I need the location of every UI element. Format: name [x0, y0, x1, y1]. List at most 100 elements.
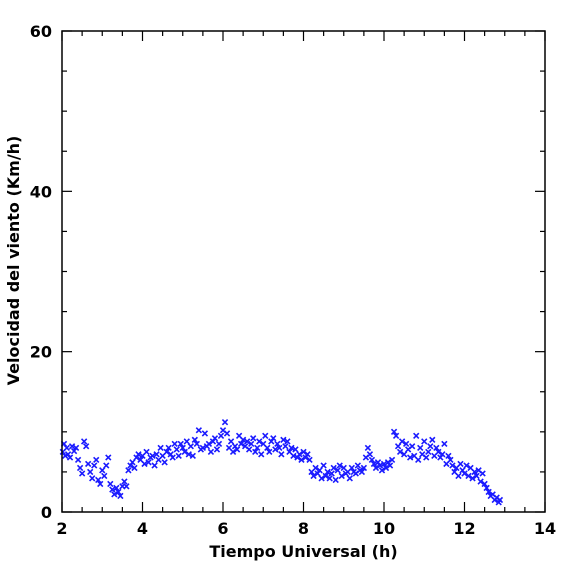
data-point-marker: [400, 451, 408, 458]
plot-frame: [61, 30, 546, 513]
data-point-marker: [459, 467, 466, 474]
data-point-marker: [288, 444, 295, 452]
data-point-marker: [125, 467, 132, 474]
data-point-marker: [483, 484, 490, 492]
data-point-marker: [324, 468, 331, 476]
data-point-marker: [290, 452, 297, 460]
x-tick-label: 14: [534, 519, 556, 538]
data-point-marker: [193, 440, 201, 448]
data-point-marker: [64, 451, 72, 458]
data-point-marker: [227, 438, 235, 445]
x-axis-title: Tiempo Universal (h): [209, 542, 397, 561]
data-point-marker: [191, 436, 198, 444]
data-point-marker: [384, 459, 392, 466]
data-point-marker: [165, 444, 172, 452]
data-point-marker: [465, 472, 472, 480]
y-tick-label: 0: [41, 503, 52, 522]
tick-labels: 2 4 6 8 10 12 14 0 20 40 60: [30, 22, 556, 538]
data-point-marker: [429, 436, 436, 444]
data-point-marker: [496, 496, 504, 504]
data-point-marker: [95, 476, 102, 484]
data-point-marker: [99, 467, 106, 474]
data-point-marker: [338, 472, 345, 480]
data-point-marker: [382, 464, 390, 472]
y-tick-label: 40: [30, 182, 52, 201]
data-point-marker: [127, 462, 134, 469]
data-point-marker: [179, 444, 186, 452]
data-point-marker: [346, 475, 353, 482]
axis-ticks: [61, 30, 546, 513]
data-point-marker: [376, 462, 384, 469]
data-point-marker: [173, 446, 180, 453]
data-point-marker: [243, 438, 251, 445]
x-tick-label: 12: [453, 519, 475, 538]
data-point-marker: [409, 443, 416, 450]
data-point-marker: [209, 438, 217, 445]
data-point-marker: [133, 454, 140, 461]
data-point-marker: [322, 472, 329, 480]
data-point-marker: [471, 468, 478, 476]
data-point-marker: [413, 432, 420, 440]
data-point-marker: [151, 462, 158, 469]
data-point-marker: [258, 451, 265, 458]
data-point-marker: [129, 459, 136, 466]
data-point-marker: [93, 456, 100, 464]
data-point-marker: [332, 476, 339, 484]
data-point-marker: [87, 468, 94, 476]
data-point-marker: [302, 454, 309, 461]
data-point-marker: [97, 480, 104, 488]
data-point-marker: [270, 435, 277, 442]
data-point-marker: [427, 443, 434, 450]
x-tick-label: 10: [373, 519, 395, 538]
data-point-marker: [435, 448, 442, 456]
data-point-marker: [248, 440, 255, 448]
data-point-marker: [386, 462, 394, 469]
data-point-marker: [211, 435, 219, 442]
data-point-marker: [461, 470, 468, 477]
data-point-marker: [109, 486, 116, 493]
data-point-marker: [123, 483, 130, 490]
data-point-marker: [310, 472, 317, 480]
data-point-marker: [135, 451, 142, 458]
data-point-marker: [262, 432, 269, 440]
data-point-marker: [115, 488, 122, 496]
data-point-marker: [479, 470, 486, 477]
data-point-marker: [76, 464, 84, 472]
data-point-marker: [336, 462, 343, 469]
data-point-marker: [415, 456, 422, 464]
data-point-marker: [360, 464, 368, 472]
data-point-marker: [82, 443, 90, 450]
data-point-marker: [74, 456, 82, 464]
data-point-marker: [141, 460, 148, 468]
data-point-marker: [292, 446, 299, 453]
data-point-marker: [394, 443, 402, 450]
data-point-marker: [177, 440, 184, 448]
data-point-marker: [237, 440, 245, 448]
data-point-marker: [477, 478, 484, 485]
data-point-marker: [294, 454, 301, 461]
data-point-marker: [276, 444, 283, 452]
data-point-marker: [330, 464, 337, 472]
data-point-marker: [239, 436, 247, 444]
data-point-marker: [78, 470, 86, 477]
data-point-marker: [223, 430, 231, 437]
data-point-marker: [300, 448, 307, 456]
y-axis-title: Velocidad del viento (Km/h): [4, 136, 23, 386]
data-point-marker: [406, 454, 414, 461]
data-point-marker: [390, 428, 398, 435]
data-point-marker: [320, 462, 327, 469]
data-point-marker: [314, 470, 321, 477]
data-point-marker: [278, 451, 285, 458]
data-point-marker: [366, 451, 374, 458]
data-point-marker: [187, 443, 194, 450]
data-point-marker: [189, 452, 196, 460]
data-point-marker: [145, 459, 152, 466]
data-point-marker: [199, 444, 207, 452]
data-point-marker: [449, 462, 456, 469]
data-point-marker: [103, 462, 110, 469]
data-point-marker: [63, 444, 70, 452]
data-point-marker: [205, 440, 213, 448]
x-tick-label: 8: [298, 519, 309, 538]
data-point-marker: [195, 427, 203, 434]
data-point-marker: [354, 462, 362, 469]
